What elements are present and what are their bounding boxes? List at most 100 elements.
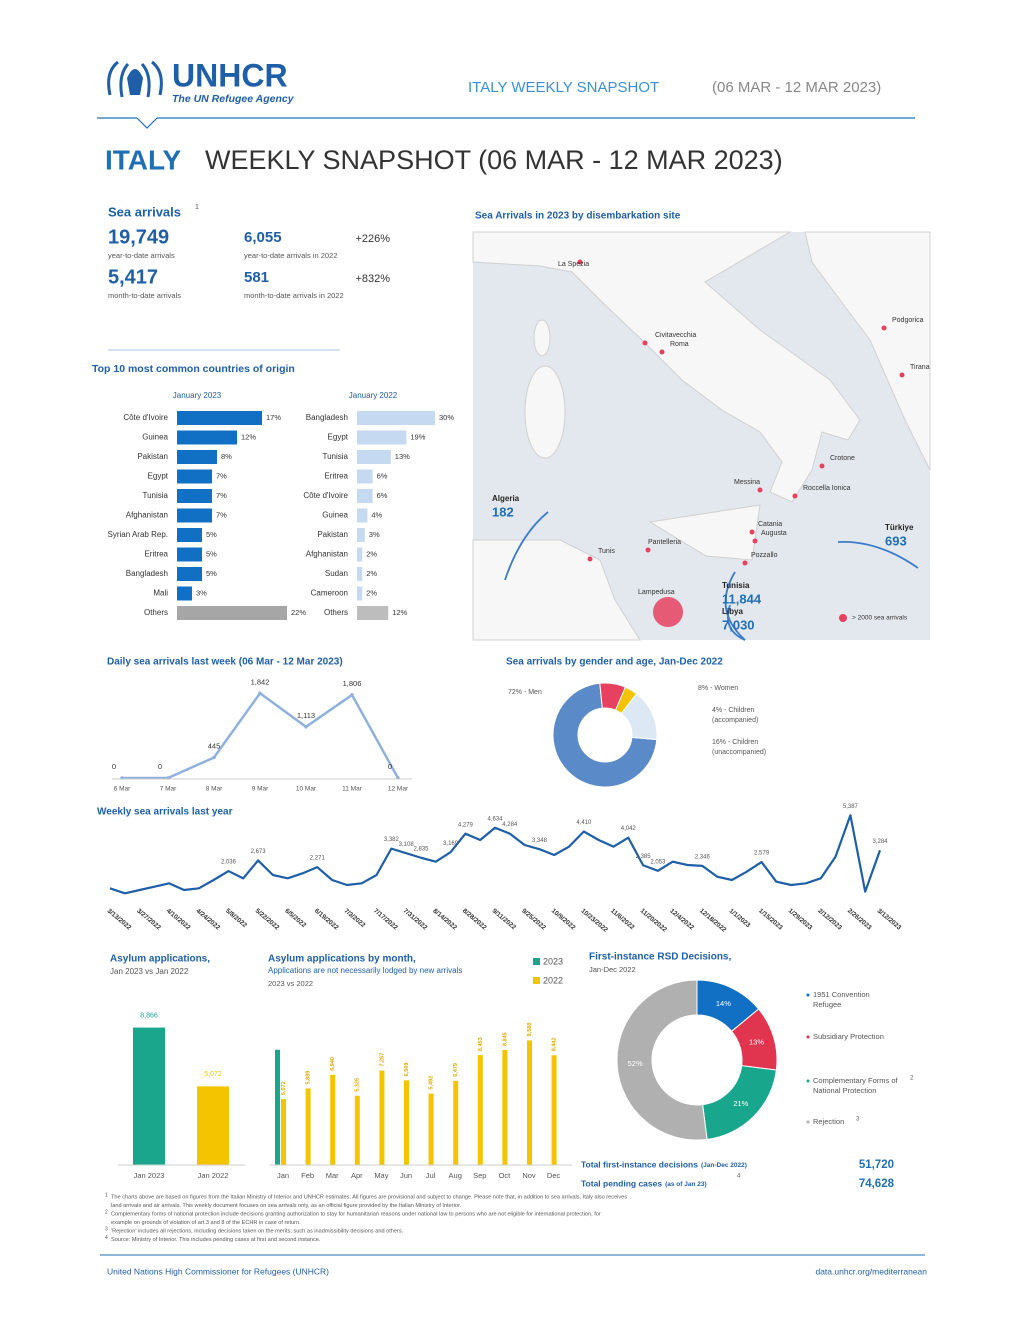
- kpi-value: 19,749: [108, 226, 169, 248]
- value-label: 3%: [196, 588, 207, 597]
- bar: [357, 567, 363, 581]
- legend-swatch: [533, 977, 540, 984]
- map-place-label: Civitavecchia: [655, 332, 696, 339]
- bar: [197, 1086, 229, 1165]
- bar: [305, 1088, 311, 1165]
- map-place-label: Roma: [670, 341, 689, 348]
- map-place-label: Catania: [758, 521, 782, 528]
- value-label: 13%: [749, 1038, 764, 1047]
- value-label: 0: [388, 762, 392, 771]
- map-site: [792, 493, 798, 499]
- category-label: Pakistan: [137, 452, 168, 461]
- category-label: Guinea: [322, 511, 348, 520]
- value-label: 0: [158, 762, 162, 771]
- x-tick-label: 6/5/2022: [283, 907, 307, 929]
- legend-line: 1951 Convention: [813, 990, 870, 999]
- category-label: Others: [324, 608, 348, 617]
- value-label: 2,385: [636, 854, 652, 860]
- x-tick-label: 2/26/2023: [846, 907, 873, 931]
- legend-label: 16% - Children: [712, 739, 758, 746]
- x-tick-label: 4/24/2022: [194, 907, 221, 931]
- bar: [177, 586, 192, 601]
- point: [212, 755, 216, 760]
- bar: [177, 411, 262, 425]
- bar: [275, 1049, 280, 1165]
- legend-label: Subsidiary Protection: [813, 1032, 884, 1041]
- value-label: 3,108: [399, 842, 415, 848]
- x-tick-label: 2/12/2023: [816, 907, 843, 931]
- legend-label: 2023: [543, 956, 563, 966]
- bar: [177, 508, 212, 523]
- title-country: ITALY: [105, 144, 182, 175]
- x-tick-label: Jun: [400, 1171, 412, 1180]
- category-label: Pakistan: [317, 530, 348, 539]
- bar: [133, 1027, 165, 1165]
- footnote-ref: 4: [737, 1174, 741, 1180]
- map-site: [752, 538, 758, 544]
- x-tick-label: 3/27/2022: [135, 907, 162, 931]
- legend-label: 2022: [543, 975, 563, 985]
- value-label: 8,866: [140, 1012, 158, 1019]
- value-label: 5,492: [429, 1076, 435, 1090]
- legend-dot: [806, 1079, 810, 1083]
- map-place-label: Roccella Ionica: [803, 485, 851, 492]
- value-label: 4,042: [621, 826, 637, 832]
- x-tick-label: Nov: [522, 1171, 536, 1180]
- section-title: Weekly sea arrivals last year: [97, 807, 233, 818]
- x-tick-label: Apr: [351, 1171, 363, 1180]
- section-subtitle: Applications are not necessarily lodged …: [268, 966, 462, 975]
- bar: [177, 450, 217, 464]
- value-label: 3,284: [872, 839, 888, 845]
- value-label: 52%: [628, 1059, 643, 1068]
- value-label: 2,673: [251, 849, 267, 855]
- map-site: [899, 372, 905, 378]
- category-label: Sudan: [325, 569, 348, 578]
- value-label: 4,634: [487, 816, 503, 822]
- value-label: 7%: [216, 510, 227, 519]
- x-tick-label: 11/20/2022: [639, 907, 668, 933]
- route-name: Algeria: [492, 494, 520, 503]
- bar: [379, 1070, 385, 1165]
- legend-label: 1951 Convention Refugee: [813, 990, 870, 1009]
- bar: [357, 586, 363, 601]
- chart-subtitle: January 2023: [173, 391, 222, 400]
- total-label: Total pending cases (as of Jan 23): [581, 1178, 707, 1188]
- map-place-label: Lampedusa: [638, 589, 675, 596]
- footnote-text: land arrivals and air arrivals. This wee…: [111, 1203, 462, 1209]
- bar: [177, 430, 237, 445]
- value-label: 6,509: [404, 1063, 410, 1077]
- value-label: 9,588: [527, 1023, 533, 1037]
- category-label: Tunisia: [323, 452, 349, 461]
- bar: [177, 567, 202, 581]
- value-label: 7%: [216, 471, 227, 480]
- x-tick-label: 12 Mar: [388, 786, 409, 793]
- x-tick-label: 10/23/2022: [579, 907, 609, 934]
- bar: [357, 469, 373, 484]
- bar: [177, 469, 212, 484]
- x-tick-label: 1/1/2023: [728, 907, 752, 929]
- logo-tagline: The UN Refugee Agency: [172, 93, 295, 105]
- value-label: 1,806: [343, 679, 362, 688]
- map-place-label: Tunis: [598, 548, 615, 555]
- x-tick-label: 9 Mar: [252, 786, 269, 793]
- map-site: [587, 556, 593, 562]
- category-label: Eritrea: [144, 550, 168, 559]
- legend-line: National Protection: [813, 1086, 876, 1095]
- value-label: 2,579: [754, 851, 770, 857]
- footer-left: United Nations High Commissioner for Ref…: [107, 1266, 329, 1276]
- value-label: 1,113: [297, 711, 315, 720]
- legend-label: 8% - Women: [698, 685, 738, 692]
- footer-right: data.unhcr.org/mediterranean: [815, 1266, 927, 1276]
- bar: [177, 528, 202, 542]
- x-tick-label: 8/14/2022: [431, 907, 458, 931]
- map-site: [749, 529, 755, 535]
- map-place-label: Podgorica: [892, 317, 924, 324]
- map-site: [653, 597, 683, 627]
- value-label: 445: [208, 742, 221, 751]
- total-qualifier: (as of Jan 23): [665, 1181, 707, 1188]
- category-label: Egypt: [328, 433, 349, 442]
- x-tick-label: Jan 2023: [134, 1171, 165, 1180]
- kpi-value: 6,055: [244, 229, 282, 246]
